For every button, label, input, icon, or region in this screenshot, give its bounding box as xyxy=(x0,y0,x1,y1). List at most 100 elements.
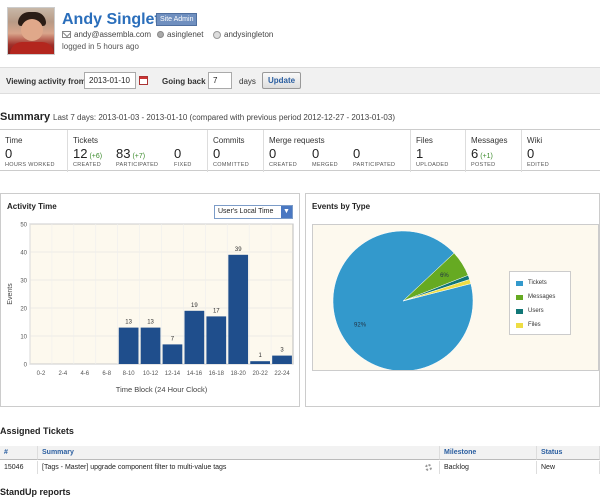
legend-label: Users xyxy=(528,308,544,314)
legend-label: Tickets xyxy=(528,280,547,286)
summary-sublabel: MERGED xyxy=(312,162,338,168)
summary-sublabel: HOURS WORKED xyxy=(5,162,55,168)
x-tick-label: 2-4 xyxy=(59,371,68,377)
bar-value-label: 1 xyxy=(258,353,262,359)
days-label: days xyxy=(239,77,256,86)
summary-sublabel: PARTICIPATED xyxy=(353,162,396,168)
x-tick-label: 12-14 xyxy=(165,371,181,377)
summary-value: 0 xyxy=(213,146,221,161)
legend-item: Files xyxy=(516,322,541,328)
col-header-status[interactable]: Status xyxy=(537,446,600,460)
pie-slice-label: 92% xyxy=(354,323,367,329)
status-icon xyxy=(157,31,164,38)
summary-sublabel: CREATED xyxy=(269,162,297,168)
pie-slice-label: 6% xyxy=(440,273,449,279)
events-by-type-panel: Events by Type 92% 6% Tickets Messages User… xyxy=(305,193,600,407)
summary-label: Time xyxy=(5,136,23,145)
bar xyxy=(250,361,270,364)
pie-chart-area: 92% 6% Tickets Messages Users Files xyxy=(312,224,599,372)
events-by-type-title: Events by Type xyxy=(312,202,371,211)
x-tick-label: 22-24 xyxy=(274,371,290,377)
days-input[interactable] xyxy=(208,72,232,89)
legend-item: Users xyxy=(516,308,544,314)
summary-label: Merge requests xyxy=(269,136,325,145)
summary-merge-requests: Merge requests 0 CREATED 0 MERGED 0 PART… xyxy=(263,130,410,172)
summary-sublabel: PARTICIPATED xyxy=(116,162,159,168)
skype-contact[interactable]: andysingleton xyxy=(213,30,273,39)
summary-value: 83 xyxy=(116,146,131,161)
col-header-summary[interactable]: Summary xyxy=(38,446,440,460)
x-tick-label: 10-12 xyxy=(143,371,159,377)
activity-time-title: Activity Time xyxy=(7,202,57,211)
user-skype[interactable]: andysingleton xyxy=(224,30,274,39)
ticket-summary[interactable]: [Tags - Master] upgrade component filter… xyxy=(38,461,440,474)
bar xyxy=(162,344,183,364)
timezone-select[interactable]: User's Local Time ▼ xyxy=(214,205,293,219)
bar-value-label: 3 xyxy=(280,348,284,354)
user-email[interactable]: andy@assembla.com xyxy=(74,30,152,39)
y-axis-label: Events xyxy=(7,283,14,305)
summary-sublabel: FIXED xyxy=(174,162,192,168)
x-tick-label: 20-22 xyxy=(252,371,268,377)
summary-files: Files 1 UPLOADED xyxy=(410,130,465,172)
summary-messages: Messages 6 (+1) POSTED xyxy=(465,130,521,172)
pie-slice xyxy=(332,230,474,372)
user-avatar xyxy=(7,7,55,55)
summary-sublabel: POSTED xyxy=(471,162,496,168)
gear-icon[interactable] xyxy=(425,464,432,471)
summary-label: Wiki xyxy=(527,136,543,145)
summary-sublabel: CREATED xyxy=(73,162,101,168)
summary-sublabel: UPLOADED xyxy=(416,162,449,168)
ticket-milestone: Backlog xyxy=(440,461,537,474)
x-tick-label: 14-16 xyxy=(187,371,203,377)
user-handle: asinglenet xyxy=(167,30,204,39)
bar xyxy=(140,327,161,364)
summary-wiki: Wiki 0 EDITED xyxy=(521,130,600,172)
user-name[interactable]: Andy Singleton xyxy=(62,11,180,28)
pie-legend: Tickets Messages Users Files xyxy=(509,271,571,335)
bar-value-label: 17 xyxy=(213,308,220,314)
bar xyxy=(206,316,227,364)
summary-sublabel: EDITED xyxy=(527,162,549,168)
ticket-id[interactable]: 15046 xyxy=(0,461,38,474)
standup-reports-heading: StandUp reports xyxy=(0,487,71,497)
from-label: Viewing activity from xyxy=(6,77,86,86)
bar xyxy=(184,310,205,364)
summary-sublabel: COMMITTED xyxy=(213,162,250,168)
update-button[interactable]: Update xyxy=(262,72,302,89)
summary-label: Tickets xyxy=(73,136,99,145)
summary-label: Messages xyxy=(471,136,508,145)
x-tick-label: 4-6 xyxy=(80,371,89,377)
summary-value: 0 xyxy=(312,146,320,161)
bar xyxy=(228,254,249,364)
y-tick-label: 20 xyxy=(20,307,27,313)
legend-swatch xyxy=(516,294,523,300)
legend-swatch xyxy=(516,322,523,328)
col-header-id[interactable]: # xyxy=(0,446,38,460)
summary-value: 6 xyxy=(471,146,479,161)
summary-table: Time 0 HOURS WORKED Tickets 12 (+6) CREAT… xyxy=(0,129,600,172)
summary-label: Files xyxy=(416,136,433,145)
bar-value-label: 13 xyxy=(125,320,132,326)
legend-label: Messages xyxy=(528,294,556,300)
x-tick-label: 18-20 xyxy=(231,371,247,377)
summary-value: 0 xyxy=(174,146,182,161)
bar-value-label: 19 xyxy=(191,303,198,309)
timezone-value: User's Local Time xyxy=(218,208,274,215)
assigned-tickets-heading: Assigned Tickets xyxy=(0,426,74,436)
y-tick-label: 10 xyxy=(20,335,27,341)
bar-value-label: 13 xyxy=(147,320,154,326)
pie-slice xyxy=(402,279,472,302)
skype-icon xyxy=(213,30,221,39)
x-tick-label: 6-8 xyxy=(102,371,111,377)
summary-range: Last 7 days: 2013-01-03 - 2013-01-10 (co… xyxy=(53,113,395,122)
legend-item: Messages xyxy=(516,294,555,300)
calendar-icon[interactable] xyxy=(139,76,148,85)
col-header-milestone[interactable]: Milestone xyxy=(440,446,537,460)
summary-value: 12 xyxy=(73,146,88,161)
legend-swatch xyxy=(516,280,523,286)
chevron-down-icon[interactable]: ▼ xyxy=(281,206,292,218)
from-date-input[interactable] xyxy=(84,72,136,89)
email-contact[interactable]: andy@assembla.com xyxy=(62,30,151,39)
legend-swatch xyxy=(516,308,523,314)
